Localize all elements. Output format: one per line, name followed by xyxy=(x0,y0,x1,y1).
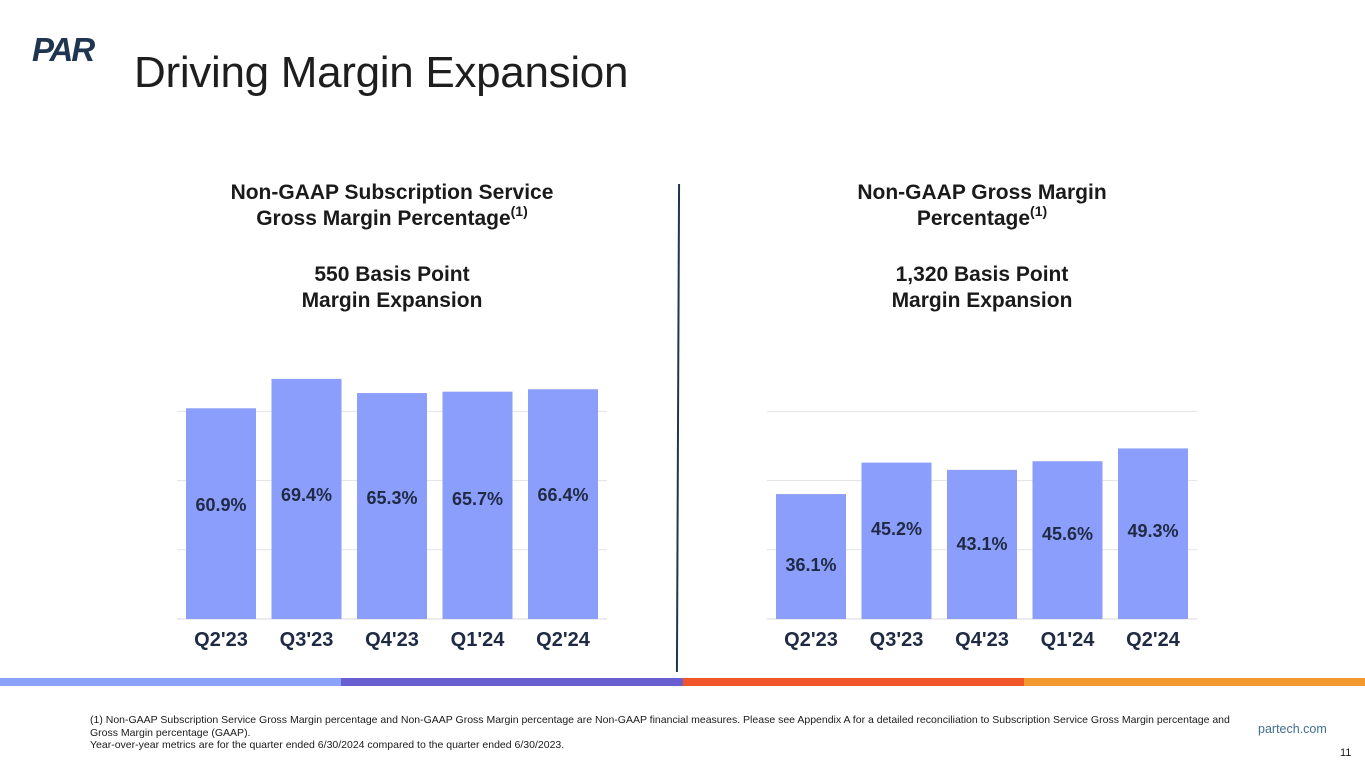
bar xyxy=(357,393,427,619)
chart-subtitle-line1: 550 Basis Point xyxy=(314,263,470,286)
footnote-marker: (1) xyxy=(510,203,528,219)
category-label: Q3'23 xyxy=(280,629,334,651)
footnote-marker: (1) xyxy=(1030,203,1048,219)
data-label: 60.9% xyxy=(195,495,246,515)
band-segment xyxy=(341,678,683,686)
band-segment xyxy=(682,678,1024,686)
band-segment xyxy=(0,678,342,686)
category-label: Q1'24 xyxy=(1041,629,1096,651)
band-segment xyxy=(1023,678,1365,686)
page-title: Driving Margin Expansion xyxy=(134,48,629,97)
chart-subtitle: 550 Basis Point Margin Expansion xyxy=(142,262,642,314)
chart-title: Non-GAAP Gross Margin Percentage(1) xyxy=(732,180,1232,232)
footnote: (1) Non-GAAP Subscription Service Gross … xyxy=(90,714,1230,752)
website-link[interactable]: partech.com xyxy=(1258,722,1327,736)
data-label: 45.6% xyxy=(1042,524,1093,544)
chart-subtitle-line1: 1,320 Basis Point xyxy=(895,263,1069,286)
bar xyxy=(186,408,256,619)
data-label: 66.4% xyxy=(537,485,588,505)
chart-panel-gross-margin: Non-GAAP Gross Margin Percentage(1) 1,32… xyxy=(732,180,1232,314)
bar xyxy=(528,389,598,619)
chart-title: Non-GAAP Subscription Service Gross Marg… xyxy=(142,180,642,232)
category-label: Q4'23 xyxy=(365,629,419,651)
chart-title-line2: Percentage xyxy=(916,207,1031,230)
color-band xyxy=(0,678,1365,686)
footnote-line2: Year-over-year metrics are for the quart… xyxy=(90,739,565,751)
bar xyxy=(861,462,932,619)
data-label: 43.1% xyxy=(956,534,1007,554)
bar xyxy=(947,469,1017,619)
chart-subtitle-line2: Margin Expansion xyxy=(891,289,1073,312)
data-label: 65.7% xyxy=(452,489,503,509)
category-label: Q2'23 xyxy=(784,629,838,651)
data-label: 45.2% xyxy=(871,519,922,539)
footnote-line1: (1) Non-GAAP Subscription Service Gross … xyxy=(90,714,1230,739)
category-label: Q2'24 xyxy=(1126,629,1181,651)
category-label: Q1'24 xyxy=(451,629,506,651)
page-number: 11 xyxy=(1340,747,1352,759)
chart-subtitle: 1,320 Basis Point Margin Expansion xyxy=(732,262,1232,314)
par-logo: PAR xyxy=(32,32,96,64)
data-label: 36.1% xyxy=(785,555,836,575)
chart-subtitle-line2: Margin Expansion xyxy=(301,289,483,312)
bar xyxy=(1032,461,1103,619)
chart-panel-subscription: Non-GAAP Subscription Service Gross Marg… xyxy=(142,180,642,314)
category-label: Q3'23 xyxy=(870,629,924,651)
chart-title-line1: Non-GAAP Subscription Service xyxy=(230,181,554,204)
data-label: 65.3% xyxy=(366,488,417,508)
chart-title-line2: Gross Margin Percentage xyxy=(256,207,511,230)
bar xyxy=(1118,448,1188,619)
logo-text: PAR xyxy=(32,32,95,64)
category-label: Q2'24 xyxy=(536,629,591,651)
category-label: Q4'23 xyxy=(955,629,1009,651)
category-label: Q2'23 xyxy=(194,629,248,651)
chart-title-line1: Non-GAAP Gross Margin xyxy=(857,181,1107,204)
bar xyxy=(442,391,513,619)
bar xyxy=(776,494,846,619)
bar xyxy=(271,378,342,619)
data-label: 49.3% xyxy=(1127,521,1178,541)
data-label: 69.4% xyxy=(281,485,332,505)
